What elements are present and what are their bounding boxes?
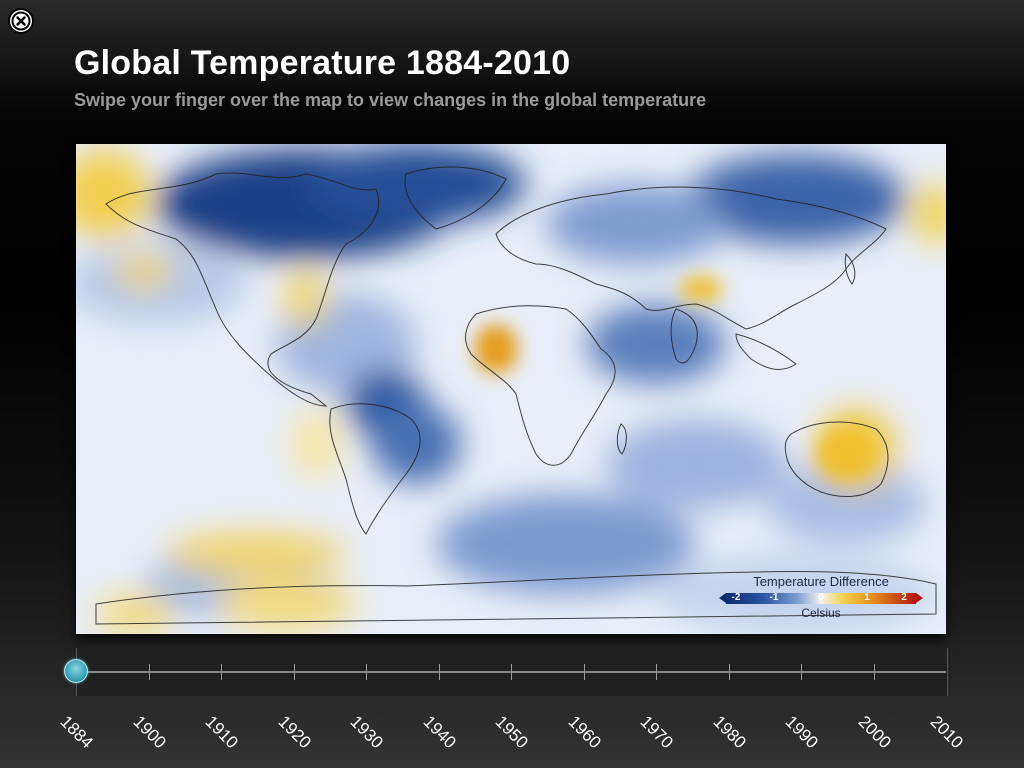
year-label-1940[interactable]: 1940 bbox=[419, 712, 460, 753]
year-label-1920[interactable]: 1920 bbox=[274, 712, 315, 753]
temperature-legend: Temperature Difference -2 -1 0 1 2 Celsi… bbox=[716, 574, 926, 634]
year-label-1900[interactable]: 1900 bbox=[129, 712, 170, 753]
year-tick bbox=[656, 664, 657, 680]
legend-arrow-right-icon bbox=[916, 593, 923, 603]
world-map-image bbox=[76, 144, 946, 634]
year-label-1950[interactable]: 1950 bbox=[491, 712, 532, 753]
legend-tick: 0 bbox=[818, 592, 824, 603]
year-label-1990[interactable]: 1990 bbox=[781, 712, 822, 753]
close-icon bbox=[11, 11, 31, 31]
year-tick bbox=[511, 664, 512, 680]
legend-unit: Celsius bbox=[801, 606, 841, 620]
year-label-2000[interactable]: 2000 bbox=[854, 712, 895, 753]
legend-tick: -1 bbox=[769, 592, 779, 603]
year-tick bbox=[801, 664, 802, 680]
year-tick bbox=[366, 664, 367, 680]
year-label-2010[interactable]: 2010 bbox=[926, 712, 967, 753]
year-label-1930[interactable]: 1930 bbox=[346, 712, 387, 753]
legend-title: Temperature Difference bbox=[753, 574, 889, 589]
legend-tick: 1 bbox=[864, 592, 870, 603]
page-subtitle: Swipe your finger over the map to view c… bbox=[74, 90, 707, 110]
legend-color-scale bbox=[726, 593, 916, 604]
legend-arrow-left-icon bbox=[719, 593, 726, 603]
legend-tick: -2 bbox=[731, 592, 741, 603]
year-tick bbox=[149, 664, 150, 680]
legend-tick: 2 bbox=[901, 592, 907, 603]
year-tick bbox=[729, 664, 730, 680]
year-label-1960[interactable]: 1960 bbox=[564, 712, 605, 753]
year-tick bbox=[874, 664, 875, 680]
year-tick bbox=[294, 664, 295, 680]
year-tick bbox=[439, 664, 440, 680]
year-slider-thumb[interactable] bbox=[64, 659, 88, 683]
year-tick bbox=[221, 664, 222, 680]
temperature-map[interactable]: Temperature Difference -2 -1 0 1 2 Celsi… bbox=[76, 144, 946, 634]
year-tick bbox=[584, 664, 585, 680]
year-label-1884[interactable]: 1884 bbox=[56, 712, 97, 753]
year-label-1970[interactable]: 1970 bbox=[636, 712, 677, 753]
page-title: Global Temperature 1884-2010 bbox=[74, 44, 571, 82]
year-label-1910[interactable]: 1910 bbox=[201, 712, 242, 753]
year-label-1980[interactable]: 1980 bbox=[709, 712, 750, 753]
close-button[interactable] bbox=[10, 10, 32, 32]
